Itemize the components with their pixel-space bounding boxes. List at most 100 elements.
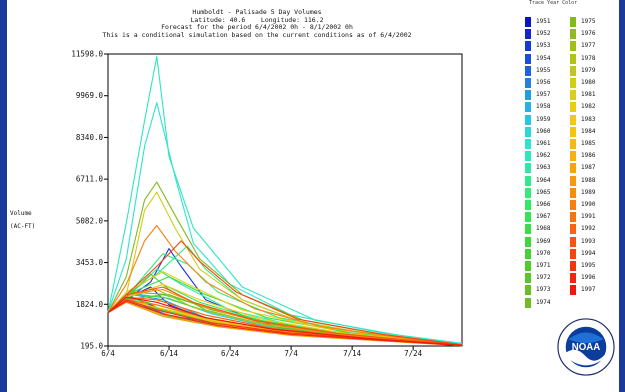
legend-swatch [525,126,531,137]
y-axis-label-line-1: Volume [10,210,32,217]
legend-swatch [525,41,531,52]
legend-swatch [525,151,531,162]
legend-title: Trace Year Color [529,0,578,6]
legend-label: 1990 [581,201,596,208]
legend-label: 1988 [581,176,596,184]
legend-swatch [570,163,576,174]
title-line-coordinates: Latitude: 40.6 Longitude: 116.2 [190,15,324,24]
legend-swatch [570,151,576,162]
y-tick-label: 6711.0 [76,175,104,184]
plot-frame [107,53,463,347]
legend-label: 1993 [581,237,596,245]
legend-label: 1968 [536,225,551,233]
series-line-1961 [107,102,463,344]
legend-swatch [570,139,576,149]
legend-swatch [525,200,531,210]
legend-swatch [570,17,576,27]
series-line-1994 [107,240,463,346]
x-tick-label: 7/4 [284,349,298,358]
y-tick-label: 1824.0 [76,300,104,309]
legend-swatch [525,261,531,271]
legend-label: 1986 [581,152,596,160]
legend-swatch [570,187,576,198]
legend-label: 1985 [581,140,596,147]
legend-label: 1960 [536,127,551,135]
line-chart: 195.0 1824.0 3453.0 5082.0 6711.0 8340.0 9969.… [71,50,463,358]
legend-swatch [570,126,576,137]
legend-swatch [525,187,531,198]
legend-swatch [525,139,531,149]
legend-label: 1977 [581,42,596,50]
legend-swatch [570,41,576,52]
legend-swatch [525,53,531,64]
series-line-1990 [107,224,463,346]
legend-swatch [570,248,576,259]
legend-label: 1996 [581,274,596,282]
legend-label: 1971 [536,262,551,269]
legend-label: 1959 [536,115,551,123]
legend-label: 1961 [536,140,551,147]
legend-swatch [525,65,531,76]
legend-label: 1963 [536,164,551,172]
legend-label: 1964 [536,176,551,184]
legend-swatch [570,114,576,125]
legend-label: 1965 [536,188,551,196]
legend-label: 1997 [581,286,596,294]
svg-text:NOAA: NOAA [572,342,600,353]
legend-swatch [525,297,531,308]
y-tick-label: 195.0 [80,342,103,351]
legend-label: 1969 [536,237,551,245]
legend-label: 1994 [581,249,596,257]
series-line-1997 [107,296,463,346]
legend-swatch [525,90,531,101]
y-tick-label: 5082.0 [76,216,104,225]
legend-label: 1984 [581,127,596,135]
legend-swatch [570,90,576,101]
legend-label: 1978 [581,54,596,62]
legend-label: 1955 [536,66,551,74]
legend-swatch [525,29,531,40]
legend-label: 1958 [536,103,551,111]
legend-label: 1962 [536,152,551,160]
legend-swatch [570,53,576,64]
title-line-note: This is a conditional simulation based o… [102,30,412,39]
legend-swatch [570,261,576,271]
legend-label: 1967 [536,213,551,221]
legend-swatch [570,236,576,247]
y-axis-label: Volume (AC-FT) [10,207,35,233]
legend-swatch [525,285,531,296]
legend-swatch [570,102,576,113]
legend-label: 1953 [536,42,551,50]
x-tick-label: 6/4 [101,349,115,358]
legend-swatch [525,102,531,113]
legend-swatch [570,273,576,284]
legend-label: 1970 [536,249,551,257]
legend-swatch [570,212,576,223]
legend-swatch [570,29,576,40]
legend-swatch [570,65,576,76]
legend-swatch [525,212,531,223]
y-tick-label: 9969.0 [76,91,104,100]
legend-label: 1983 [581,115,596,123]
legend-label: 1980 [581,79,596,86]
legend-swatch [525,163,531,174]
title-line-station: Humboldt - Palisade 5 Day Volumes [192,8,322,16]
legend-swatch [570,224,576,235]
legend-swatch [570,200,576,210]
legend-label: 1952 [536,30,551,38]
legend-label: 1991 [581,213,596,221]
x-tick-label: 7/24 [404,349,423,358]
legend-swatch [525,224,531,235]
legend-swatch [525,78,531,88]
y-tick-label: 3453.0 [76,258,104,267]
legend-label: 1957 [536,91,551,99]
legend-swatch [525,114,531,125]
title-line-period: Forecast for the period 6/4/2002 0h - 8/… [161,23,353,32]
legend-label: 1954 [536,54,551,62]
y-tick-label: 8340.0 [76,133,104,142]
legend-label: 1995 [581,262,596,269]
legend-label: 1956 [536,79,551,86]
legend-label: 1975 [581,18,596,25]
legend-swatch [525,175,531,186]
y-axis-label-line-2: (AC-FT) [10,223,36,230]
